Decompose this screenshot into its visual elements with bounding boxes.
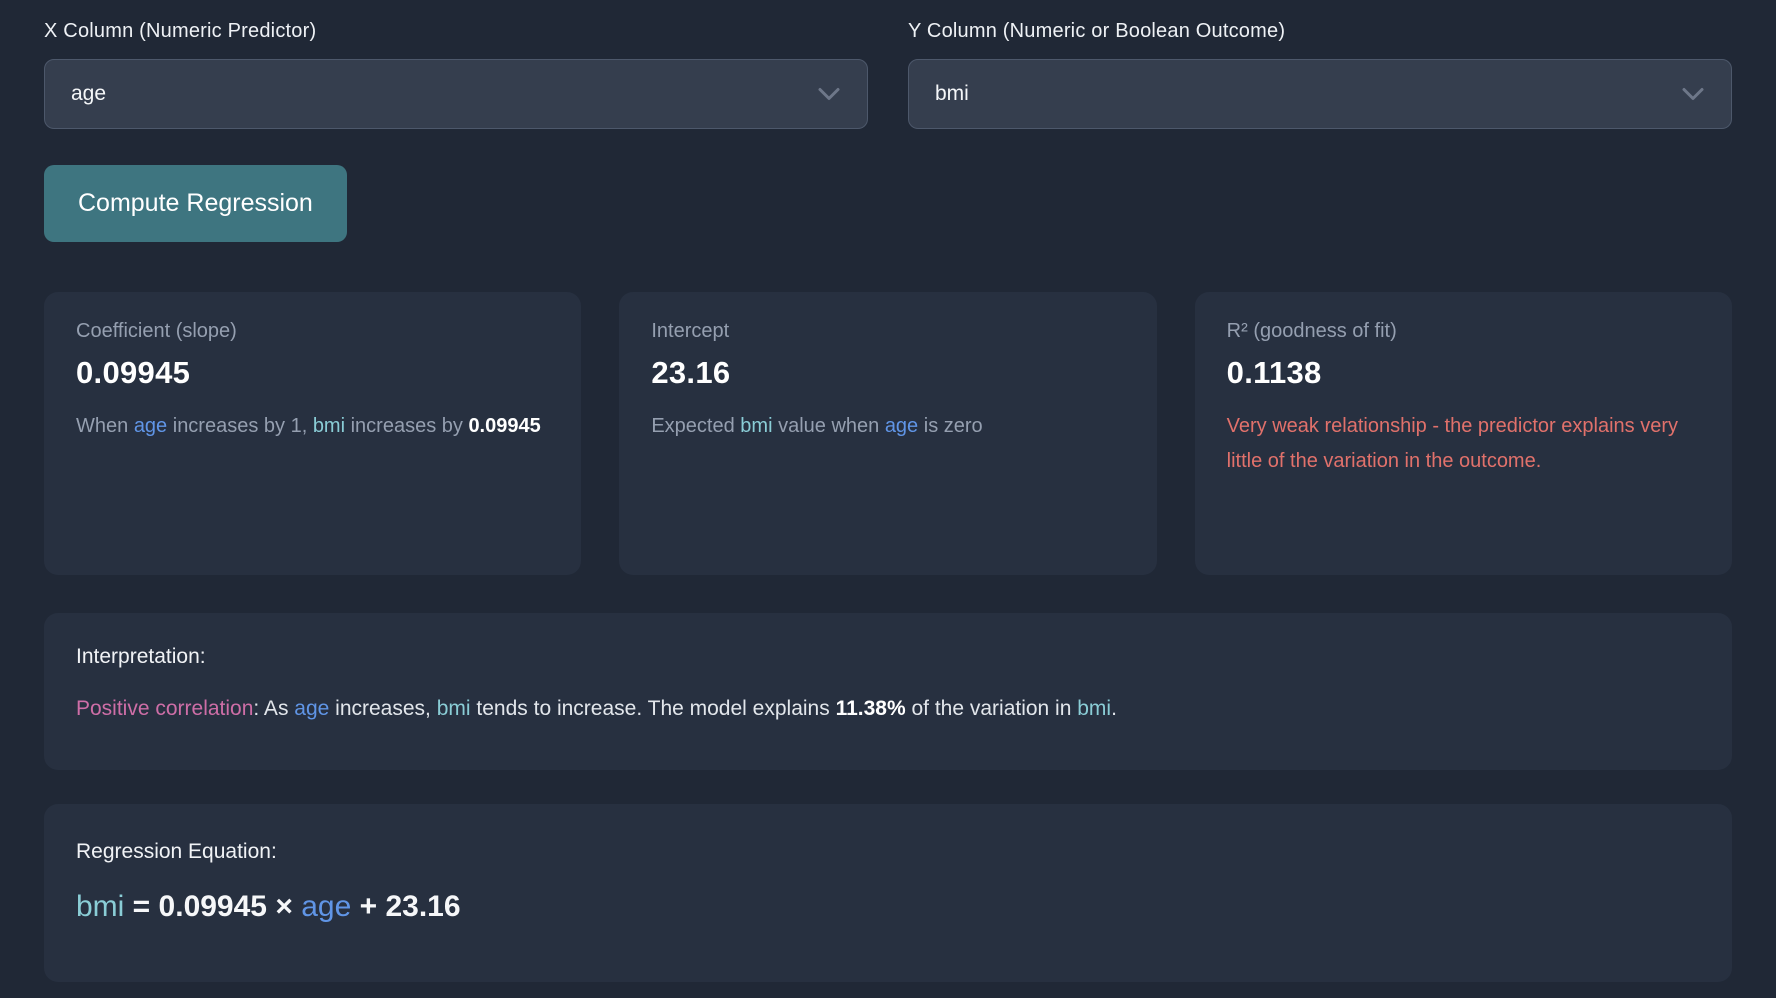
multiply-operator: × [267, 890, 302, 923]
x-column-selected-value: age [71, 82, 107, 105]
interp-text: of the variation in [905, 697, 1078, 720]
y-variable-chip: bmi [76, 890, 125, 923]
intercept-card: Intercept 23.16 Expected bmi value when … [619, 292, 1157, 575]
interp-text: increases, [329, 697, 437, 720]
interpretation-panel: Interpretation: Positive correlation: As… [44, 613, 1732, 770]
y-variable-chip: bmi [436, 697, 471, 720]
x-column-field: X Column (Numeric Predictor) age [44, 20, 868, 129]
interpretation-heading: Interpretation: [76, 645, 206, 668]
y-column-selected-value: bmi [935, 82, 969, 105]
x-column-label: X Column (Numeric Predictor) [44, 20, 317, 42]
interpretation-text: Positive correlation: As age increases, … [76, 697, 1700, 721]
regression-equation-heading: Regression Equation: [76, 840, 277, 863]
desc-text: value when [772, 415, 885, 437]
equals-operator: = [124, 890, 159, 923]
r-squared-value: 0.1138 [1226, 355, 1322, 390]
coefficient-card: Coefficient (slope) 0.09945 When age inc… [44, 292, 582, 575]
x-variable-chip: age [301, 890, 352, 923]
r-squared-card: R² (goodness of fit) 0.1138 Very weak re… [1194, 292, 1732, 575]
variation-percentage: 11.38% [835, 697, 906, 720]
coefficient-title: Coefficient (slope) [76, 320, 237, 342]
compute-regression-button[interactable]: Compute Regression [44, 165, 347, 242]
results-cards-row: Coefficient (slope) 0.09945 When age inc… [44, 292, 1732, 575]
x-variable-chip: age [294, 697, 330, 720]
coefficient-number: 0.09945 [468, 415, 541, 437]
y-variable-chip: bmi [1077, 697, 1112, 720]
y-variable-chip: bmi [740, 415, 773, 437]
y-variable-chip: bmi [312, 415, 346, 437]
regression-equation-panel: Regression Equation: bmi = 0.09945 × age… [44, 804, 1732, 982]
desc-text: is zero [918, 415, 983, 437]
correlation-direction-label: Positive correlation [76, 697, 254, 720]
desc-text: Expected [651, 415, 741, 437]
regression-equation-text: bmi = 0.09945 × age + 23.16 [76, 890, 1700, 924]
r-squared-warning-message: Very weak relationship - the predictor e… [1226, 415, 1684, 472]
coefficient-description: When age increases by 1, bmi increases b… [76, 409, 549, 444]
interp-text: : As [253, 697, 295, 720]
coefficient-value: 0.09945 [76, 355, 191, 390]
x-variable-chip: age [133, 415, 168, 437]
interp-text: . [1111, 697, 1117, 720]
column-selectors-row: X Column (Numeric Predictor) age Y Colum… [44, 20, 1732, 129]
slope-number: 0.09945 [158, 890, 267, 923]
desc-text: increases by 1, [167, 415, 313, 437]
y-column-select[interactable]: bmi [908, 59, 1732, 129]
chevron-down-icon [1682, 87, 1704, 100]
plus-operator: + [351, 890, 386, 923]
r-squared-title: R² (goodness of fit) [1226, 320, 1397, 342]
y-column-label: Y Column (Numeric or Boolean Outcome) [908, 20, 1286, 42]
desc-text: increases by [345, 415, 469, 437]
x-column-select[interactable]: age [44, 59, 868, 129]
x-variable-chip: age [884, 415, 919, 437]
interp-text: tends to increase. The model explains [470, 697, 836, 720]
intercept-title: Intercept [651, 320, 730, 342]
y-column-field: Y Column (Numeric or Boolean Outcome) bm… [908, 20, 1732, 129]
intercept-number: 23.16 [385, 890, 461, 923]
intercept-description: Expected bmi value when age is zero [651, 409, 1124, 444]
desc-text: When [76, 415, 134, 437]
intercept-value: 23.16 [651, 355, 731, 390]
chevron-down-icon [818, 87, 840, 100]
